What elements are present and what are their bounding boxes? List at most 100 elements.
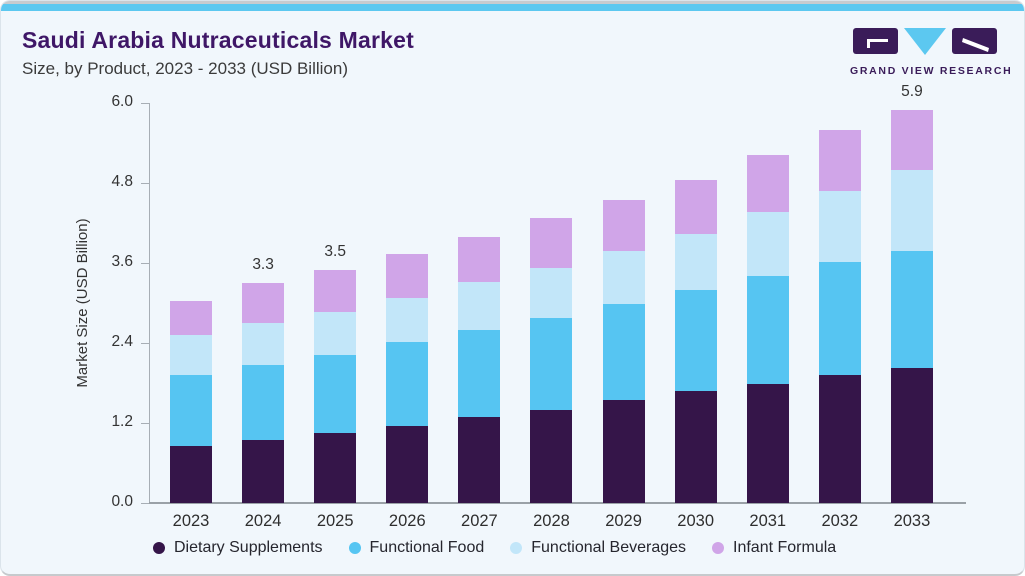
segment-infant-formula — [386, 254, 429, 298]
segment-functional-food — [386, 342, 429, 426]
legend-item-dietary-supplements: Dietary Supplements — [153, 539, 323, 557]
segment-functional-beverages — [674, 233, 717, 290]
bar-2026: 2026 — [386, 103, 429, 530]
segment-functional-beverages — [314, 311, 357, 355]
legend-item-infant-formula: Infant Formula — [712, 539, 836, 557]
y-tick-label: 6.0 — [111, 93, 133, 110]
legend-swatch — [348, 542, 361, 554]
accent-bar — [1, 4, 1024, 11]
y-tick-mark — [141, 503, 149, 504]
header: Saudi Arabia Nutraceuticals Market Size,… — [22, 27, 414, 79]
segment-functional-beverages — [818, 191, 861, 262]
segment-functional-food — [674, 289, 717, 391]
segment-functional-food — [746, 275, 789, 384]
segment-dietary-supplements — [818, 375, 861, 503]
x-tick-label: 2029 — [605, 512, 642, 530]
y-tick-label: 3.6 — [111, 253, 133, 270]
legend-label: Functional Beverages — [531, 539, 687, 556]
x-tick-label: 2027 — [461, 512, 498, 530]
bar-2028: 2028 — [530, 103, 573, 530]
segment-infant-formula — [674, 179, 717, 234]
chart-title: Saudi Arabia Nutraceuticals Market — [22, 27, 414, 53]
segment-infant-formula — [602, 199, 645, 252]
y-tick-label: 0.0 — [111, 493, 133, 510]
segment-functional-food — [242, 365, 285, 441]
bar-2033: 5.9 2033 — [890, 83, 933, 530]
x-tick-label: 2025 — [316, 512, 354, 530]
top-gray-strip — [1, 1, 1024, 4]
y-tick-label: 1.2 — [111, 413, 133, 430]
segment-infant-formula — [530, 218, 573, 268]
segment-dietary-supplements — [674, 391, 717, 503]
segment-infant-formula — [458, 237, 501, 282]
segment-functional-food — [314, 355, 357, 433]
segment-infant-formula — [314, 269, 357, 312]
x-tick-label: 2023 — [172, 512, 210, 530]
y-tick-mark — [141, 183, 149, 184]
segment-functional-food — [818, 261, 861, 375]
x-tick-label: 2024 — [244, 512, 282, 530]
x-tick-label: 2026 — [388, 512, 426, 530]
segment-dietary-supplements — [314, 433, 357, 503]
segment-dietary-supplements — [458, 417, 501, 503]
bar-2030: 2030 — [674, 103, 717, 530]
segment-dietary-supplements — [602, 400, 645, 503]
bar-2027: 2027 — [458, 103, 501, 530]
segment-dietary-supplements — [242, 440, 285, 503]
segment-functional-food — [170, 375, 212, 446]
segment-functional-food — [458, 330, 501, 417]
bar-2032: 2032 — [818, 103, 861, 530]
x-tick-label: 2030 — [677, 512, 715, 530]
plot-area: 2023 3.3 2024 3.5 2025 2026 2027 2028 2029 2030 20… — [149, 83, 966, 530]
y-tick-mark — [141, 423, 149, 424]
legend-item-functional-food: Functional Food — [348, 539, 484, 557]
segment-functional-beverages — [530, 267, 573, 318]
segment-dietary-supplements — [170, 445, 212, 503]
segment-dietary-supplements — [530, 409, 573, 503]
y-tick-label: 4.8 — [111, 173, 133, 190]
y-axis-line — [149, 103, 150, 503]
legend-swatch — [510, 542, 523, 554]
segment-functional-beverages — [602, 251, 645, 305]
segment-infant-formula — [170, 301, 212, 336]
segment-dietary-supplements — [890, 368, 933, 503]
legend-item-functional-beverages: Functional Beverages — [510, 539, 686, 557]
segment-functional-beverages — [170, 335, 212, 376]
legend-label: Infant Formula — [733, 539, 837, 556]
x-tick-label: 2028 — [533, 512, 570, 530]
segment-dietary-supplements — [746, 383, 789, 503]
bar-2025: 3.5 2025 — [314, 103, 357, 530]
segment-infant-formula — [746, 155, 789, 213]
bar-2031: 2031 — [746, 103, 789, 530]
bar-total-label: 3.5 — [324, 242, 346, 260]
legend-swatch — [153, 542, 165, 554]
segment-functional-beverages — [458, 281, 501, 331]
y-tick-mark — [141, 263, 149, 264]
segment-functional-food — [890, 251, 933, 369]
bar-2024: 3.3 2024 — [242, 103, 285, 530]
y-tick-label: 2.4 — [111, 333, 133, 350]
legend-label: Dietary Supplements — [174, 539, 323, 556]
legend: Dietary Supplements Functional Food Functi… — [153, 539, 836, 557]
gvr-logo: GRAND VIEW RESEARCH — [850, 28, 1013, 77]
gvr-logo-text: GRAND VIEW RESEARCH — [850, 65, 1013, 77]
bar-2029: 2029 — [602, 103, 645, 530]
segment-functional-food — [602, 304, 645, 401]
bar-total-label: 3.3 — [252, 256, 274, 273]
y-tick-mark — [141, 103, 149, 104]
y-axis-title: Market Size (USD Billion) — [74, 218, 91, 388]
segment-infant-formula — [818, 130, 861, 192]
segment-functional-beverages — [746, 212, 789, 276]
segment-functional-beverages — [890, 169, 933, 252]
chart-subtitle: Size, by Product, 2023 - 2033 (USD Billi… — [22, 59, 348, 78]
segment-dietary-supplements — [386, 425, 429, 503]
segment-infant-formula — [890, 109, 933, 170]
legend-swatch — [712, 542, 725, 554]
y-tick-mark — [141, 343, 149, 344]
x-tick-label: 2032 — [821, 512, 859, 530]
bar-total-label: 5.9 — [901, 82, 923, 100]
x-axis-line — [149, 502, 966, 504]
x-tick-label: 2031 — [749, 512, 787, 530]
segment-functional-beverages — [242, 323, 285, 366]
